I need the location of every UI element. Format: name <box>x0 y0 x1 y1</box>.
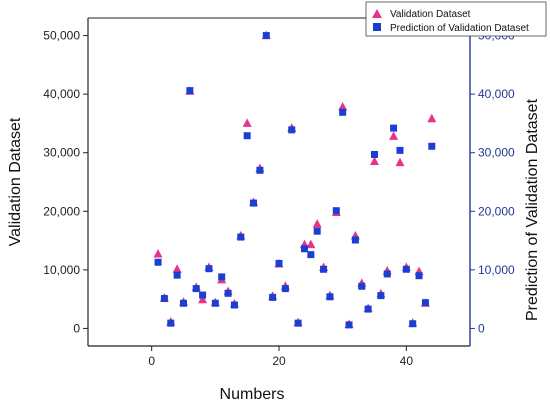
prediction-point <box>415 272 423 280</box>
validation-point <box>389 131 399 140</box>
prediction-point <box>160 295 168 303</box>
prediction-point <box>154 258 162 266</box>
validation-series <box>153 30 437 328</box>
prediction-point <box>313 227 321 235</box>
prediction-point <box>339 108 347 116</box>
right-y-tick-label: 0 <box>478 321 485 335</box>
legend-triangle-marker <box>372 9 382 18</box>
prediction-point <box>409 320 417 328</box>
prediction-point <box>402 265 410 273</box>
prediction-point <box>230 301 238 309</box>
validation-point <box>312 219 322 228</box>
left-y-ticks: 0 10,000 20,000 30,000 40,000 50,000 <box>43 29 88 335</box>
validation-point <box>306 239 316 249</box>
prediction-point <box>186 87 194 95</box>
right-y-tick-label: 20,000 <box>478 204 515 218</box>
prediction-point <box>377 292 385 300</box>
data-series <box>153 30 437 329</box>
legend-square-marker <box>373 23 381 31</box>
prediction-point <box>320 265 328 273</box>
right-y-tick-label: 40,000 <box>478 87 515 101</box>
prediction-point <box>351 236 359 244</box>
validation-point <box>370 156 379 165</box>
prediction-point <box>262 32 270 40</box>
prediction-point <box>167 319 175 327</box>
left-y-tick-label: 30,000 <box>43 146 80 160</box>
prediction-point <box>288 126 296 134</box>
legend: Validation Dataset Prediction of Validat… <box>365 1 547 37</box>
x-ticks: 0 20 40 <box>148 346 413 368</box>
prediction-point <box>332 207 340 215</box>
prediction-point <box>192 285 200 293</box>
prediction-point <box>205 265 213 273</box>
validation-point <box>395 157 405 167</box>
right-y-tick-label: 30,000 <box>478 146 515 160</box>
prediction-point <box>237 233 245 241</box>
validation-point <box>242 118 252 127</box>
prediction-point <box>396 146 404 154</box>
prediction-point <box>358 282 366 290</box>
prediction-point <box>390 124 398 132</box>
prediction-series <box>154 32 436 329</box>
prediction-point <box>421 299 429 307</box>
legend-box <box>365 1 547 37</box>
prediction-point <box>243 132 251 140</box>
prediction-point <box>345 321 353 329</box>
left-y-tick-label: 50,000 <box>43 29 80 43</box>
plot-frame <box>87 17 471 347</box>
left-y-tick-label: 40,000 <box>43 87 80 101</box>
prediction-point <box>300 245 308 253</box>
right-y-tick-label: 10,000 <box>478 263 515 277</box>
prediction-point <box>371 150 378 158</box>
legend-label-validation: Validation Dataset <box>390 9 471 20</box>
prediction-point <box>364 305 372 313</box>
prediction-point <box>269 293 277 301</box>
prediction-point <box>307 251 315 259</box>
prediction-point <box>383 270 391 278</box>
prediction-point <box>199 291 207 299</box>
validation-point <box>153 249 163 258</box>
legend-label-prediction: Prediction of Validation Dataset <box>390 23 529 34</box>
prediction-point <box>180 299 187 307</box>
left-y-tick-label: 10,000 <box>43 263 80 277</box>
validation-point <box>338 102 348 111</box>
x-tick-label: 40 <box>400 354 414 368</box>
prediction-point <box>256 166 264 174</box>
prediction-point <box>281 285 289 293</box>
left-y-axis-title: Validation Dataset <box>7 117 24 246</box>
prediction-point <box>250 199 258 207</box>
prediction-point <box>218 273 226 281</box>
prediction-point <box>224 289 232 297</box>
prediction-point <box>428 142 436 150</box>
x-tick-label: 0 <box>148 354 155 368</box>
x-tick-label: 20 <box>272 354 286 368</box>
prediction-point <box>211 299 219 307</box>
left-y-tick-label: 20,000 <box>43 204 80 218</box>
prediction-point <box>326 293 334 301</box>
validation-point <box>427 113 437 123</box>
prediction-point <box>294 319 302 327</box>
prediction-point <box>173 271 181 279</box>
x-axis-title: Numbers <box>220 386 285 403</box>
left-y-tick-label: 0 <box>73 321 80 335</box>
validation-point <box>198 294 208 304</box>
validation-point <box>172 264 182 273</box>
prediction-point <box>275 259 283 267</box>
right-y-axis-title: Prediction of Validation Dataset <box>524 98 541 321</box>
